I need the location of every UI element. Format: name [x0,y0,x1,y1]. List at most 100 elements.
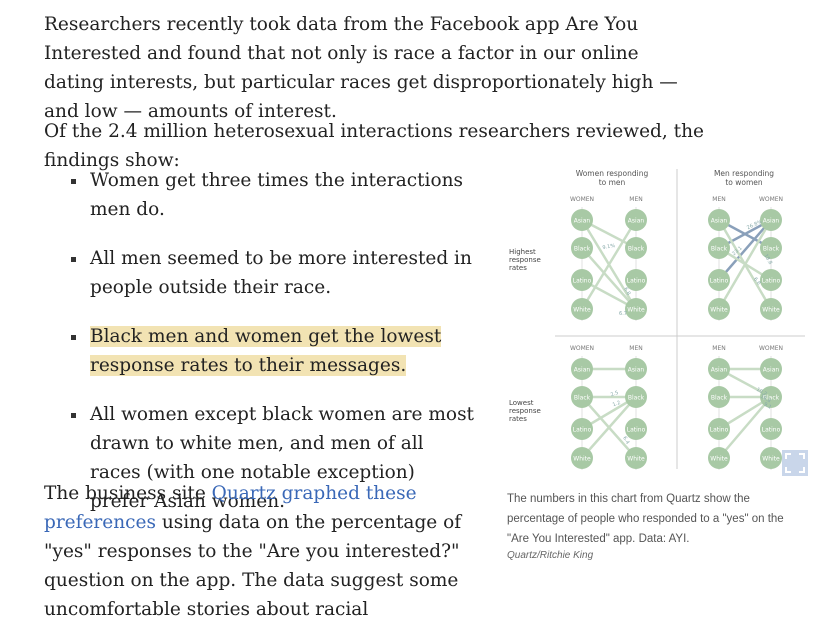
column-label: WOMEN [570,345,594,352]
panel-title: Women responding [576,169,649,178]
race-node [760,447,782,469]
race-label: White [762,456,780,463]
race-label: Latino [710,427,729,434]
expand-button[interactable] [782,450,808,476]
dating-preferences-figure[interactable]: Women responding to men Men responding t… [505,164,810,476]
expand-icon [785,453,805,473]
paragraph-text: using data on the percentage of "yes" re… [44,512,462,620]
race-node [571,447,593,469]
list-item-text: All men seemed to be more interested in … [90,248,472,298]
paragraph-text: The business site [44,483,212,504]
race-label: Latino [573,278,592,285]
race-node [708,237,730,259]
list-item-text: Women get three times the interactions m… [90,170,463,220]
value-label: 6.8 [752,276,762,286]
race-node [571,298,593,320]
race-node [760,209,782,231]
row-label: rates [509,264,527,272]
race-node [571,358,593,380]
race-node [625,386,647,408]
race-label: Latino [573,427,592,434]
race-label: Asian [711,218,728,225]
race-node [625,447,647,469]
race-label: Latino [627,427,646,434]
race-node [708,418,730,440]
column-label: WOMEN [759,196,783,203]
race-label: Black [628,395,645,402]
race-label: Asian [711,367,728,374]
race-node [708,447,730,469]
race-label: White [627,456,645,463]
race-node [760,386,782,408]
quartz-link[interactable]: Quartz graphed these preferences [44,483,417,533]
race-label: Asian [628,367,645,374]
value-label: 1.2 [612,400,622,408]
race-node [571,209,593,231]
race-node [760,358,782,380]
panel-title: Men responding [714,169,774,178]
list-item: All women except black women are most dr… [70,400,475,516]
value-label: 16.8 [759,394,772,405]
column-label: WOMEN [570,196,594,203]
race-node [708,358,730,380]
value-label: 18.8 [762,253,773,266]
panel-title: to men [599,178,626,187]
race-label: Asian [763,367,780,374]
value-label: 9.1 [763,402,773,411]
connector-line [580,218,638,311]
column-label: WOMEN [759,345,783,352]
column-label: MEN [712,345,725,352]
list-item: Black men and women get the lowest respo… [70,322,475,380]
row-label: response [509,407,541,415]
race-label: Black [711,246,728,253]
value-label: 6.7 [619,311,627,317]
connector-line [580,246,638,311]
race-node [625,298,647,320]
race-label: White [762,307,780,314]
value-label: 6.8 [622,287,631,297]
race-label: White [627,307,645,314]
race-label: Latino [762,278,781,285]
connector-line [717,395,773,460]
race-label: White [573,307,591,314]
race-label: Asian [574,367,591,374]
race-label: Latino [710,278,729,285]
connector-line [717,218,773,311]
race-node [708,298,730,320]
race-label: Black [763,395,780,402]
row-label: Lowest [509,399,534,407]
race-node [760,269,782,291]
race-node [708,269,730,291]
race-node [571,418,593,440]
column-label: MEN [712,196,725,203]
column-label: MEN [629,196,642,203]
race-label: Black [574,395,591,402]
race-node [571,386,593,408]
race-node [571,269,593,291]
value-label: 23.1 [731,245,743,257]
list-item: Women get three times the interactions m… [70,166,475,224]
race-node [625,358,647,380]
race-label: Black [628,246,645,253]
connector-line [717,218,773,282]
race-label: Asian [628,218,645,225]
connector-line [580,395,638,460]
race-label: White [710,307,728,314]
race-node [760,237,782,259]
race-node [760,418,782,440]
race-label: Asian [763,218,780,225]
figure-caption: The numbers in this chart from Quartz sh… [507,493,784,545]
race-label: Black [763,246,780,253]
highlighted-text[interactable]: Black men and women get the lowest respo… [90,326,442,376]
value-label: 9.1% [602,243,616,251]
list-item-text: All women except black women are most dr… [90,404,474,512]
race-node [708,209,730,231]
race-node [625,418,647,440]
race-label: Asian [574,218,591,225]
race-node [625,237,647,259]
race-node [625,209,647,231]
race-label: Black [711,395,728,402]
findings-intro: Of the 2.4 million heterosexual interact… [44,121,704,171]
intro-paragraph: Researchers recently took data from the … [44,14,678,122]
race-label: Black [574,246,591,253]
